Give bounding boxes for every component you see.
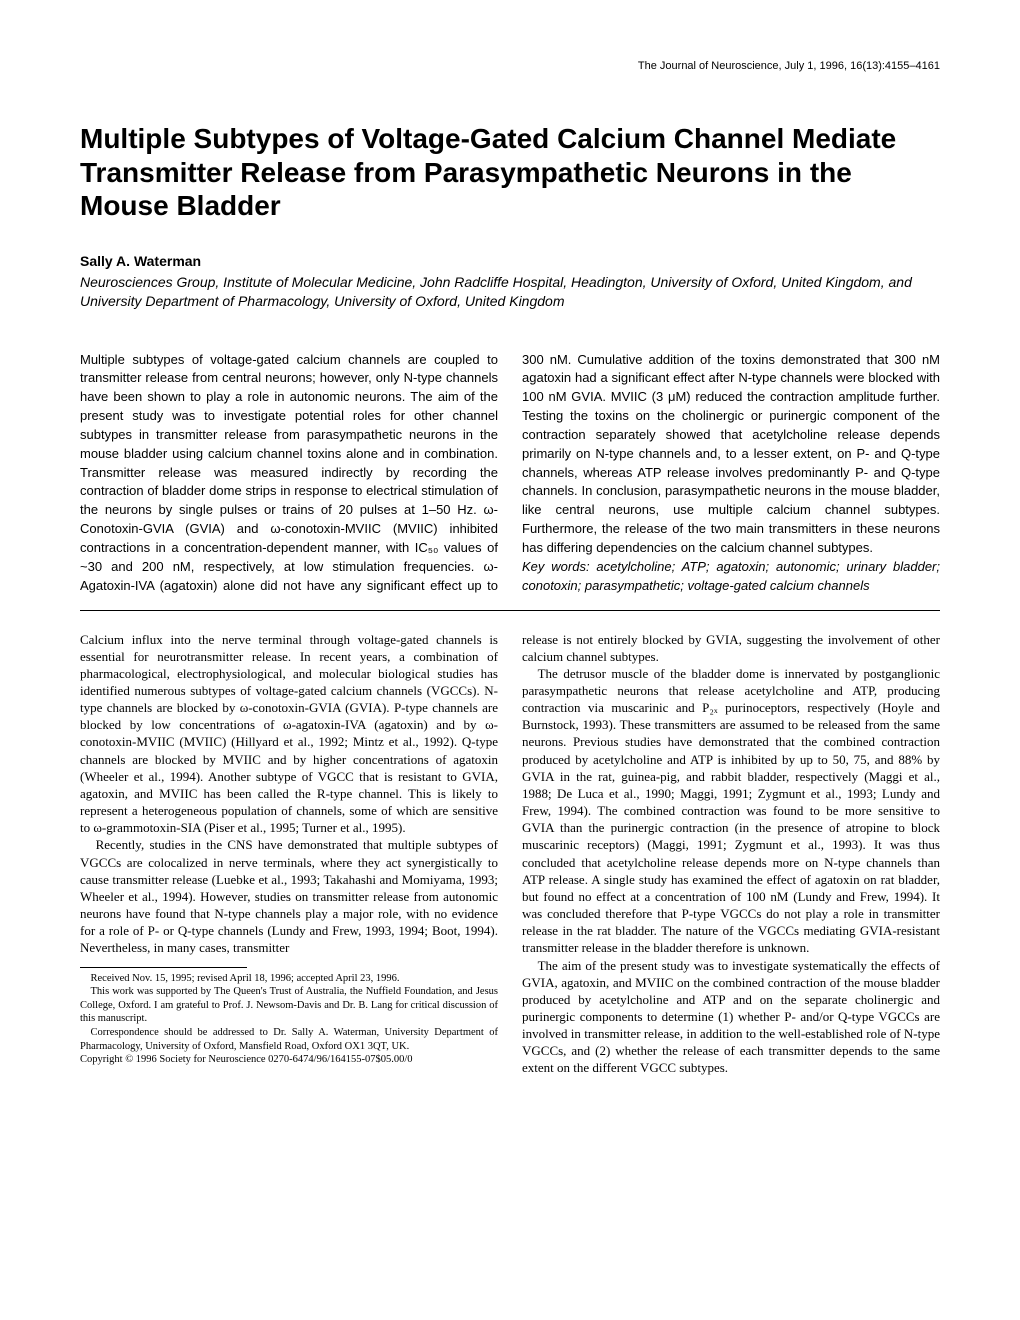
footnote-received: Received Nov. 15, 1995; revised April 18… — [80, 972, 498, 986]
journal-header: The Journal of Neuroscience, July 1, 199… — [80, 60, 940, 72]
footnote-copyright: Copyright © 1996 Society for Neuroscienc… — [80, 1053, 498, 1067]
footnote-block: Received Nov. 15, 1995; revised April 18… — [80, 967, 498, 1067]
body-text: Calcium influx into the nerve terminal t… — [80, 631, 940, 1077]
footnote-correspondence: Correspondence should be addressed to Dr… — [80, 1026, 498, 1053]
article-title: Multiple Subtypes of Voltage-Gated Calci… — [80, 122, 940, 223]
intro-paragraph-4: The detrusor muscle of the bladder dome … — [522, 665, 940, 957]
intro-paragraph-5: The aim of the present study was to inve… — [522, 957, 940, 1077]
intro-paragraph-2: Recently, studies in the CNS have demons… — [80, 836, 498, 956]
abstract-text: Multiple subtypes of voltage-gated calci… — [80, 352, 940, 593]
intro-paragraph-3: release is not entirely blocked by GVIA,… — [522, 631, 940, 665]
page: The Journal of Neuroscience, July 1, 199… — [0, 0, 1020, 1320]
keywords-label: Key words: — [522, 559, 596, 574]
author-affiliation: Neurosciences Group, Institute of Molecu… — [80, 273, 940, 311]
footnote-separator — [80, 967, 247, 968]
intro-paragraph-1: Calcium influx into the nerve terminal t… — [80, 631, 498, 837]
author-name: Sally A. Waterman — [80, 253, 940, 269]
abstract: Multiple subtypes of voltage-gated calci… — [80, 351, 940, 611]
footnotes: Received Nov. 15, 1995; revised April 18… — [80, 972, 498, 1067]
keywords: Key words: acetylcholine; ATP; agatoxin;… — [522, 559, 940, 593]
footnote-support: This work was supported by The Queen's T… — [80, 985, 498, 1026]
